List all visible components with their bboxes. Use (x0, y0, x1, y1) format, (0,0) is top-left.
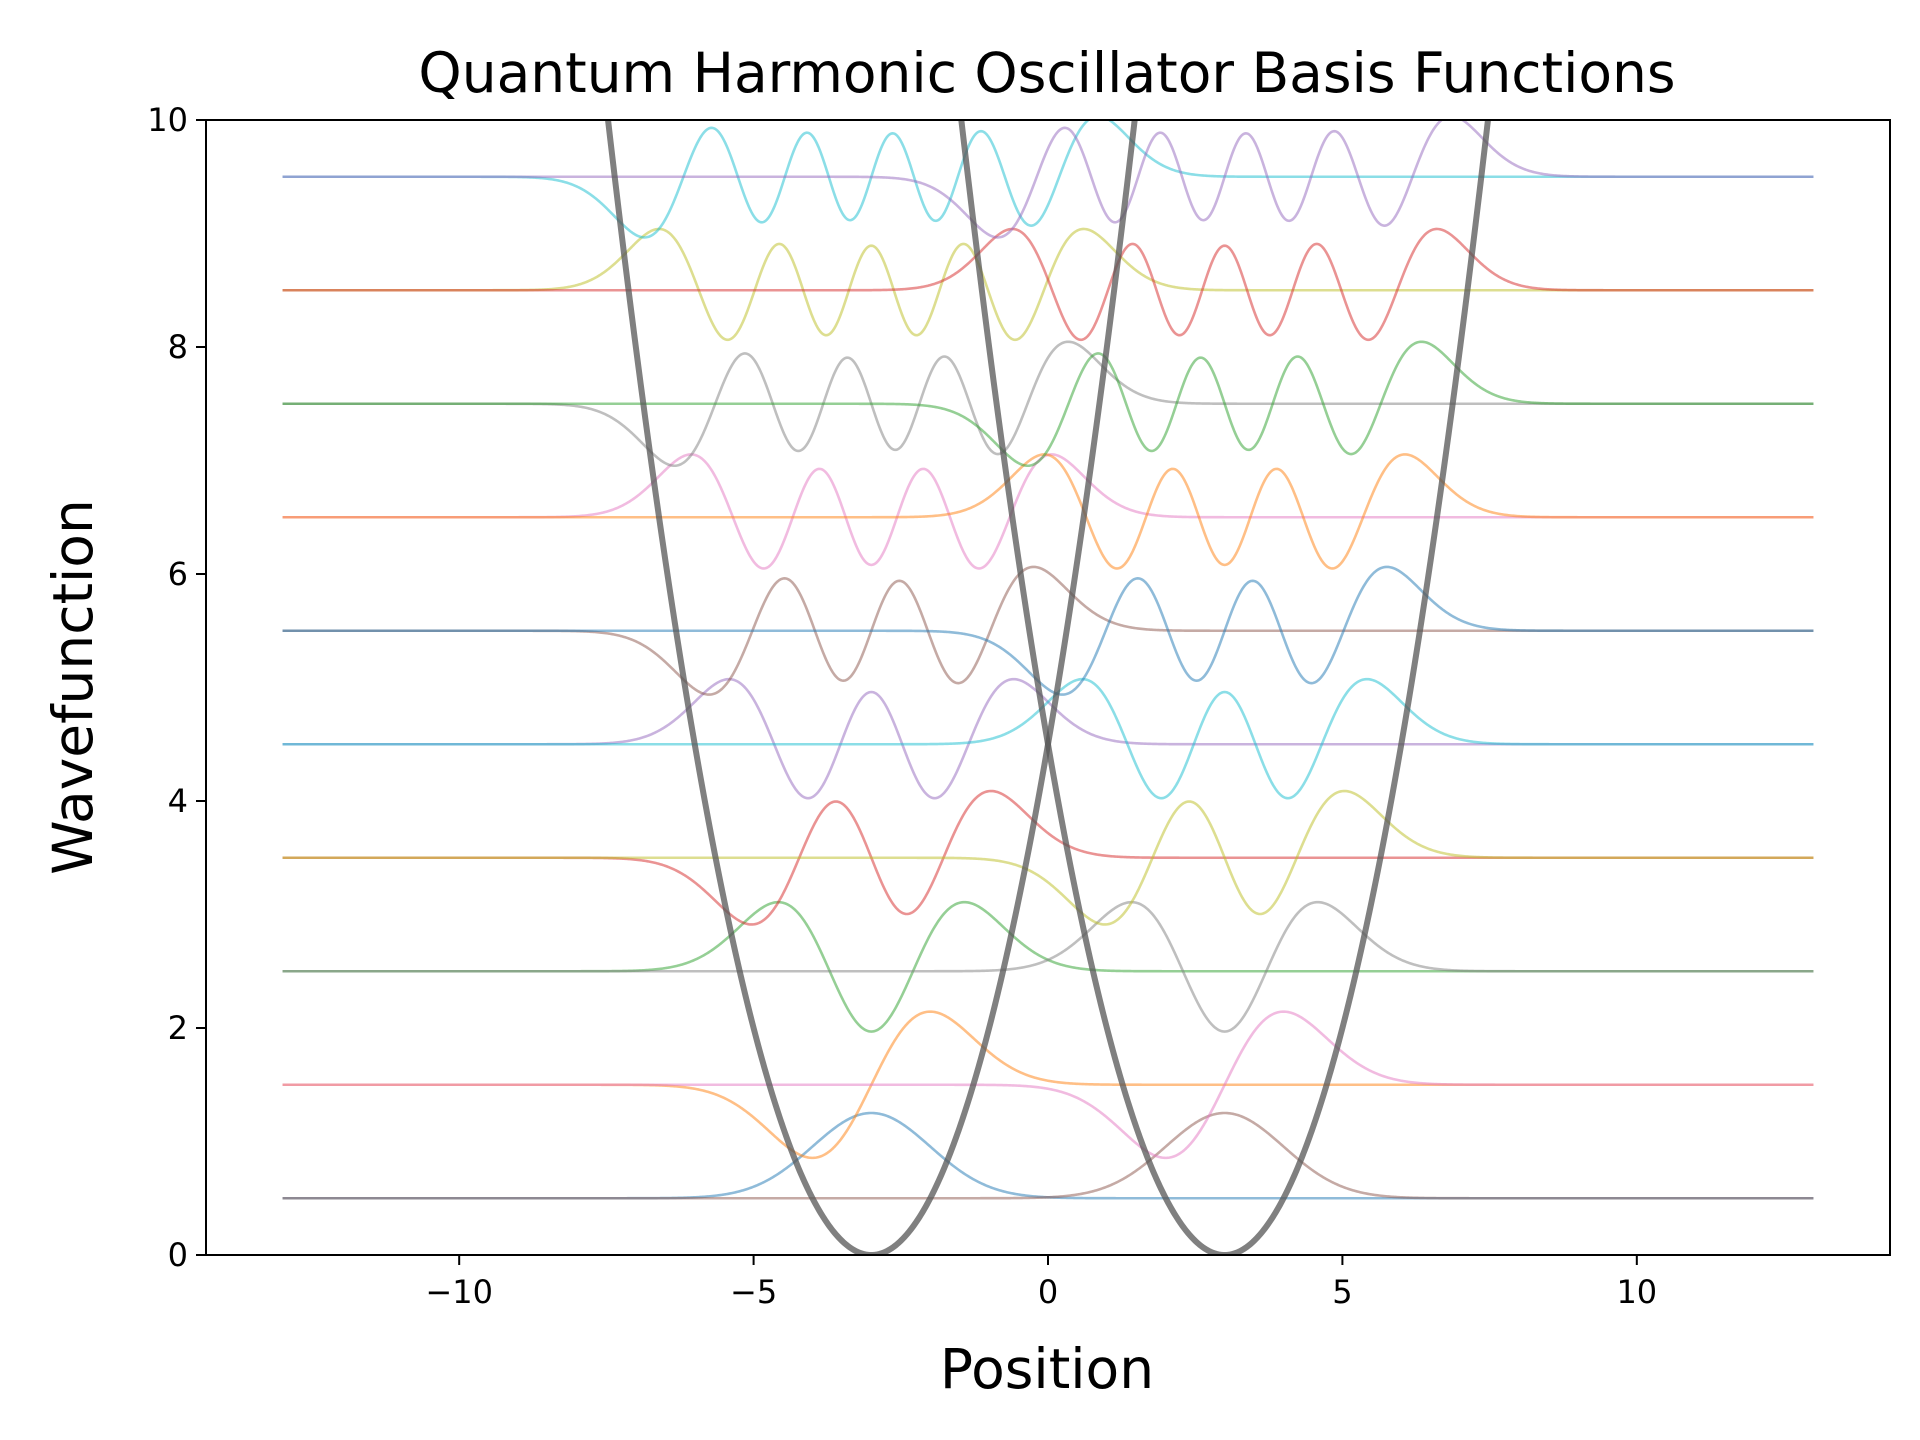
y-axis-label: Wavefunction (41, 499, 105, 875)
wavefunction-line-center3-n4 (282, 677, 1814, 800)
x-tick-label: 5 (1332, 1273, 1352, 1311)
wavefunction-line-center3-n2 (282, 900, 1814, 1033)
wavefunction-line-center3-n1 (282, 1010, 1814, 1160)
x-axis-label: Position (940, 1337, 1154, 1401)
potential-well-center3 (958, 120, 1491, 1255)
y-tick-label: 0 (168, 1236, 188, 1274)
y-tick-label: 6 (168, 555, 188, 593)
x-tick-label: −5 (730, 1273, 777, 1311)
x-tick-label: −10 (425, 1273, 493, 1311)
wavefunction-line-center3-n8 (282, 227, 1814, 342)
series-layer (282, 120, 1814, 1200)
x-tick-label: 0 (1038, 1273, 1058, 1311)
y-tick-label: 2 (168, 1009, 188, 1047)
wavefunction-line-center3-n0 (282, 1111, 1814, 1200)
chart-title: Quantum Harmonic Oscillator Basis Functi… (418, 41, 1675, 105)
y-tick-label: 4 (168, 782, 188, 820)
y-axis: 0 2 4 6 8 10 (147, 101, 206, 1274)
x-tick-label: 10 (1616, 1273, 1657, 1311)
wavefunction-line-center3-n6 (282, 453, 1814, 570)
wavefunction-line-center3-n5 (282, 565, 1814, 696)
plot-area (282, 120, 1814, 1255)
wavefunction-line-center3-n9 (282, 120, 1814, 239)
wavefunction-line-center3-n7 (282, 340, 1814, 468)
y-tick-label: 8 (168, 328, 188, 366)
x-axis: −10 −5 0 5 10 (425, 1255, 1657, 1311)
wavefunction-line-center3-n3 (282, 789, 1814, 926)
potential-wells-layer (605, 120, 1491, 1255)
y-tick-label: 10 (147, 101, 188, 139)
